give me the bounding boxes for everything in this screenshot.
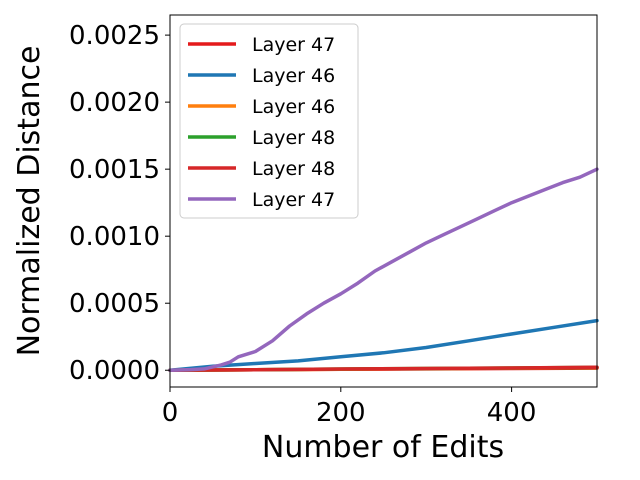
y-tick-label: 0.0010 xyxy=(69,222,160,252)
y-axis-label: Normalized Distance xyxy=(12,46,47,357)
legend-label-3: Layer 48 xyxy=(252,127,335,149)
legend-label-2: Layer 46 xyxy=(252,96,335,118)
series-line-4 xyxy=(168,365,599,372)
y-tick-label: 0.0015 xyxy=(69,155,160,185)
y-tick-label: 0.0025 xyxy=(69,21,160,51)
series-line-1 xyxy=(168,318,599,372)
x-tick-label: 200 xyxy=(316,398,366,428)
y-tick-label: 0.0005 xyxy=(69,289,160,319)
legend: Layer 47 Layer 46 Layer 46 Layer 48 Layer 48… xyxy=(179,23,359,219)
series-line-5 xyxy=(168,167,599,372)
y-tick-label: 0.0000 xyxy=(69,356,160,386)
plot-frame xyxy=(169,14,598,388)
axis-ticks: 0 200 400 0.0000 0.0005 0.0010 0.0015 0.0020 0.0… xyxy=(69,21,536,428)
legend-label-5: Layer 47 xyxy=(252,189,335,211)
x-axis-label: Number of Edits xyxy=(262,430,504,465)
series-lines xyxy=(168,167,599,372)
x-tick-label: 0 xyxy=(162,398,179,428)
legend-label-1: Layer 46 xyxy=(252,65,335,87)
legend-label-4: Layer 48 xyxy=(252,158,335,180)
y-tick-label: 0.0020 xyxy=(69,88,160,118)
legend-label-0: Layer 47 xyxy=(252,34,335,56)
x-tick-label: 400 xyxy=(487,398,537,428)
